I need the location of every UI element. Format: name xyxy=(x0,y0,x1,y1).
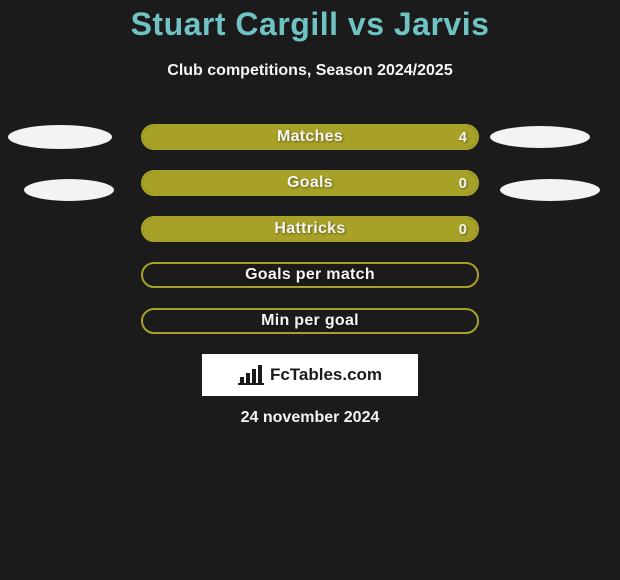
page-title: Stuart Cargill vs Jarvis xyxy=(0,6,620,43)
page-root: Stuart Cargill vs Jarvis Club competitio… xyxy=(0,0,620,580)
decorative-ellipse xyxy=(24,179,114,201)
stat-bar: Hattricks0 xyxy=(141,216,479,242)
bar-chart-icon xyxy=(238,365,264,385)
stat-bar-value: 0 xyxy=(459,218,467,240)
stat-bar-value: 4 xyxy=(459,126,467,148)
decorative-ellipse xyxy=(8,125,112,149)
source-badge-label: FcTables.com xyxy=(270,365,382,385)
stat-bar-row: Goals per match xyxy=(0,262,620,308)
stat-bar: Goals0 xyxy=(141,170,479,196)
stat-bar-row: Min per goal xyxy=(0,308,620,354)
stat-bar-label: Matches xyxy=(143,126,477,148)
page-subtitle: Club competitions, Season 2024/2025 xyxy=(0,62,620,80)
page-date: 24 november 2024 xyxy=(0,409,620,427)
stat-bar-value: 0 xyxy=(459,172,467,194)
source-badge: FcTables.com xyxy=(202,354,418,396)
stat-bar-label: Hattricks xyxy=(143,218,477,240)
stat-bar: Min per goal xyxy=(141,308,479,334)
stat-bar-label: Goals per match xyxy=(143,264,477,286)
stat-bar: Matches4 xyxy=(141,124,479,150)
stat-bar-label: Goals xyxy=(143,172,477,194)
decorative-ellipse xyxy=(500,179,600,201)
stat-bar-row: Hattricks0 xyxy=(0,216,620,262)
stat-bars: Matches4Goals0Hattricks0Goals per matchM… xyxy=(0,124,620,354)
stat-bar: Goals per match xyxy=(141,262,479,288)
decorative-ellipse xyxy=(490,126,590,148)
stat-bar-label: Min per goal xyxy=(143,310,477,332)
